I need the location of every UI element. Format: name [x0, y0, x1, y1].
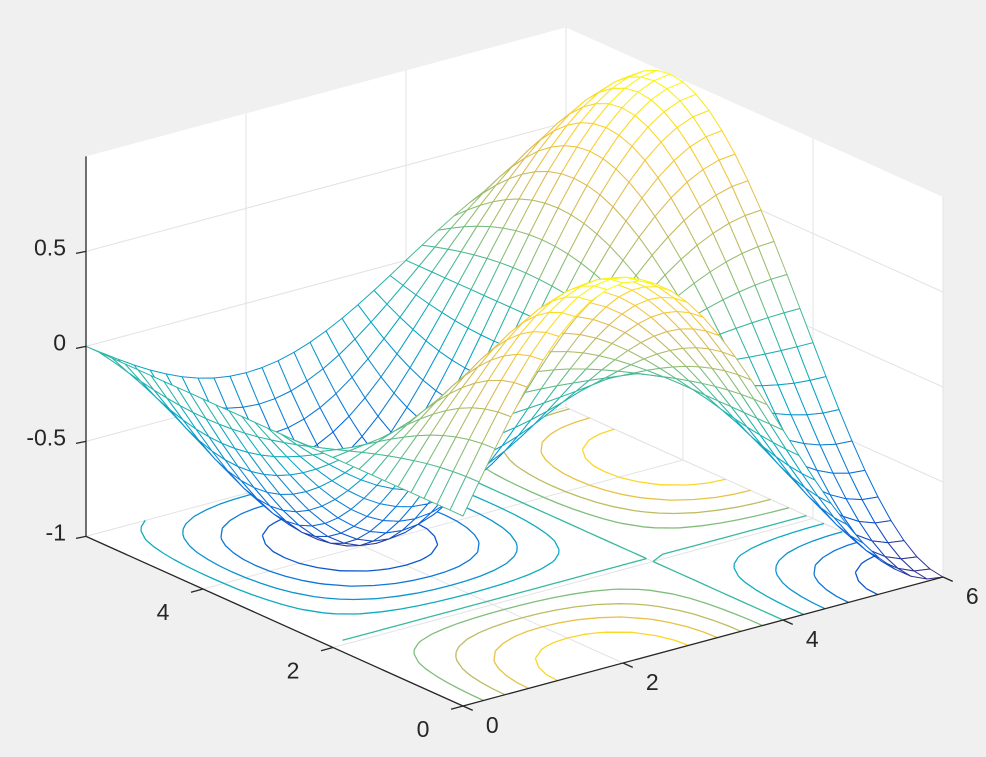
x-tick	[782, 619, 794, 625]
x-axis-line	[462, 576, 944, 707]
mesh-cell	[449, 476, 480, 517]
axes	[75, 156, 954, 711]
y-tick	[320, 646, 334, 652]
contour-line	[493, 417, 751, 689]
y-tick-label: 2	[287, 657, 300, 683]
y-axis-line	[85, 535, 464, 707]
grid-line	[85, 121, 567, 252]
x-tick	[622, 662, 634, 668]
floor-contours	[140, 408, 888, 702]
z-tick-label: -1	[46, 519, 66, 545]
x-tick	[942, 576, 954, 582]
y-tick	[450, 705, 464, 710]
grid-line	[332, 518, 814, 648]
contour-line	[534, 428, 726, 682]
y-tick-label: 4	[157, 599, 170, 625]
z-tick-label: 0	[53, 329, 66, 355]
grid-line	[202, 459, 684, 590]
z-tick	[75, 535, 87, 539]
mesh-surface	[85, 69, 944, 580]
z-tick	[75, 440, 87, 444]
x-tick-label: 2	[646, 669, 659, 695]
z-tick-label: 0.5	[34, 234, 66, 260]
z-tick-label: -0.5	[26, 424, 66, 450]
z-tick	[75, 345, 87, 349]
y-tick	[190, 588, 204, 593]
x-tick-label: 4	[806, 626, 819, 652]
y-tick-label: 0	[417, 716, 430, 742]
z-tick	[75, 250, 87, 254]
tick-labels: 0 2 4 6 0 2 4 -1 -0.5 0 0.5	[26, 234, 978, 741]
x-tick-label: 6	[966, 583, 979, 609]
x-tick-label: 0	[486, 712, 499, 738]
x-tick	[462, 705, 474, 711]
